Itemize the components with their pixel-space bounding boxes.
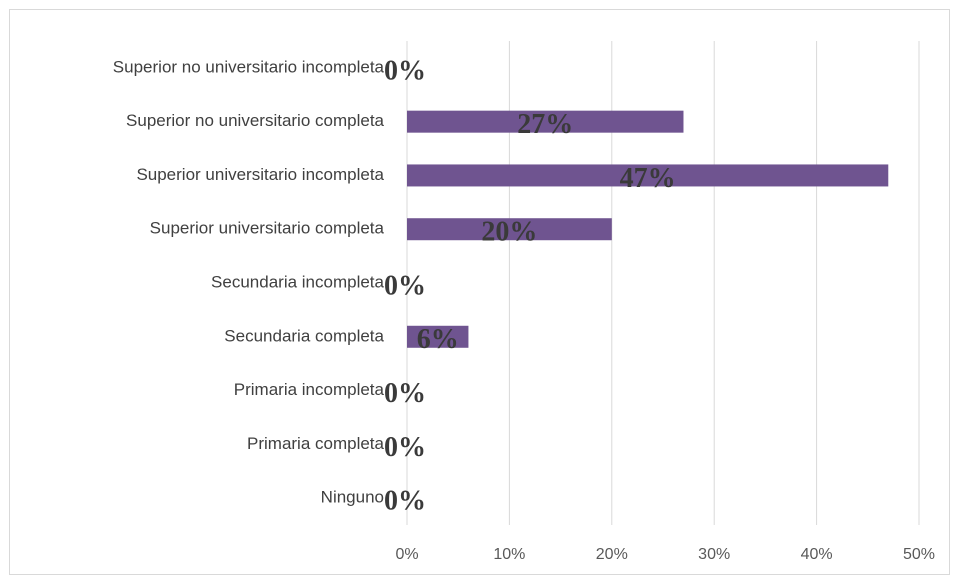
bar xyxy=(407,164,889,187)
data-label: 47% xyxy=(620,163,676,194)
data-label: 0% xyxy=(384,432,426,463)
x-tick-label: 20% xyxy=(596,546,628,563)
x-tick-label: 40% xyxy=(801,546,833,563)
data-label: 0% xyxy=(384,270,426,301)
data-label: 27% xyxy=(517,109,573,140)
x-tick-label: 50% xyxy=(903,546,935,563)
bar xyxy=(407,325,469,348)
data-label: 20% xyxy=(481,217,537,248)
category-label: Superior universitario completa xyxy=(150,219,385,238)
x-tick-label: 30% xyxy=(698,546,730,563)
data-label: 0% xyxy=(384,55,426,86)
bar xyxy=(407,110,684,133)
data-label: 0% xyxy=(384,378,426,409)
category-label: Secundaria incompleta xyxy=(211,272,384,291)
category-label: Primaria completa xyxy=(247,434,385,453)
chart-border xyxy=(9,9,950,575)
data-label: 0% xyxy=(384,486,426,517)
x-tick-label: 10% xyxy=(493,546,525,563)
category-label: Secundaria completa xyxy=(224,326,384,345)
bar xyxy=(407,218,612,241)
category-label: Ninguno xyxy=(321,488,384,507)
category-label: Superior universitario incompleta xyxy=(136,165,384,184)
category-label: Superior no universitario incompleta xyxy=(113,57,385,76)
category-label: Primaria incompleta xyxy=(234,380,385,399)
data-label: 6% xyxy=(417,324,459,355)
x-tick-label: 0% xyxy=(395,546,418,563)
category-label: Superior no universitario completa xyxy=(126,111,385,130)
